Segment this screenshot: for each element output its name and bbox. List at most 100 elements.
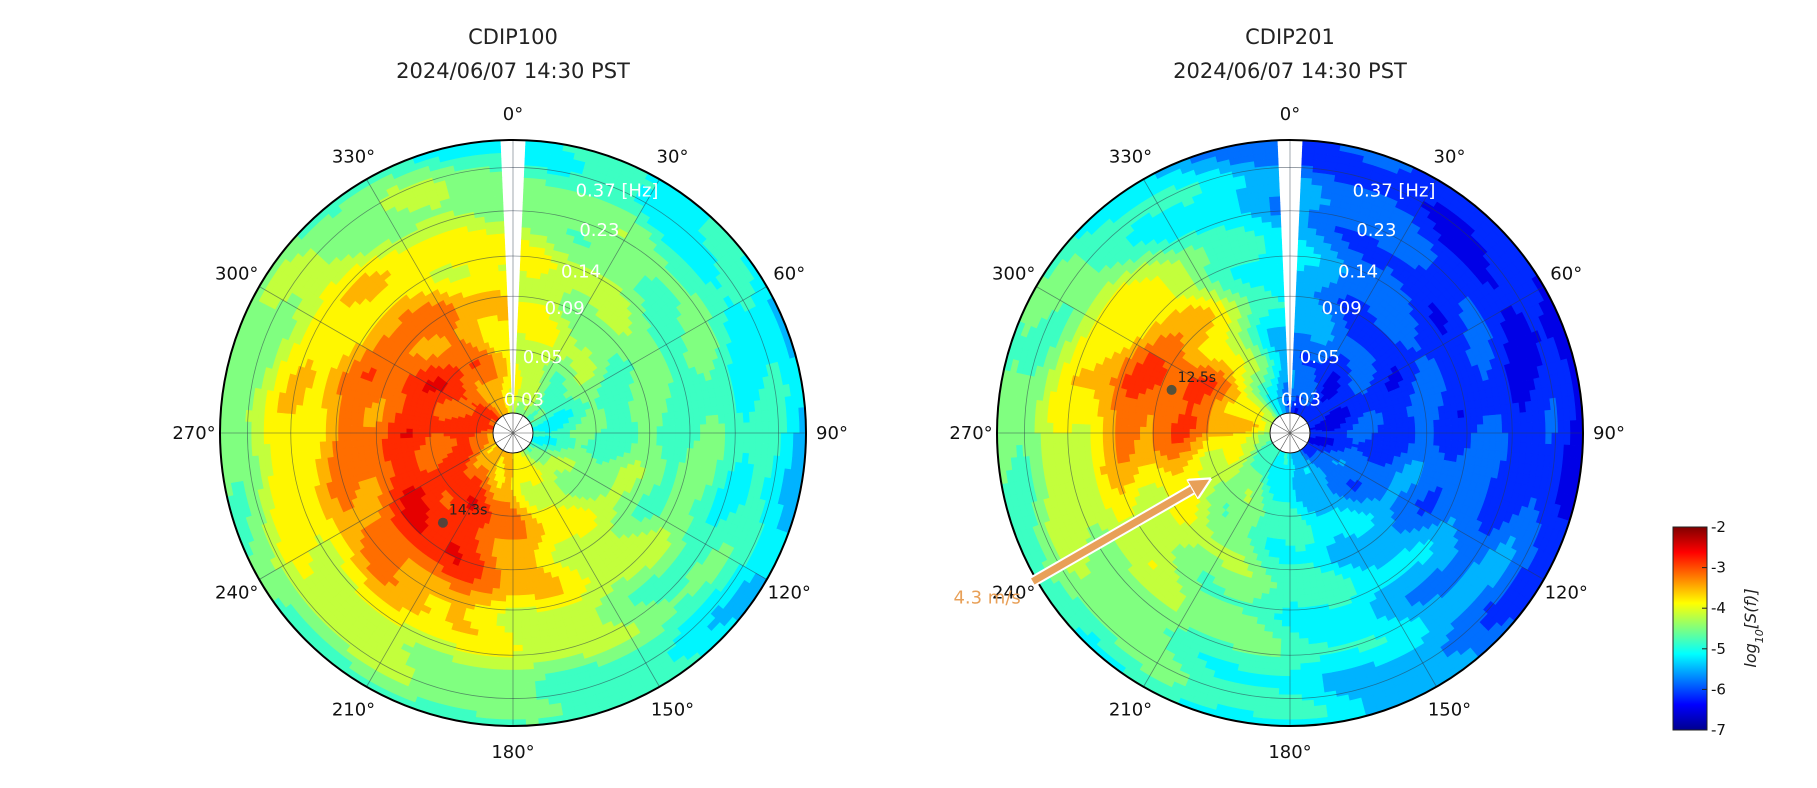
spectrum-cell (505, 595, 514, 603)
spectrum-cell (493, 569, 502, 577)
spectrum-cell (503, 632, 514, 640)
spectrum-cell (743, 432, 751, 444)
spectrum-cell (512, 489, 517, 497)
spectrum-cell (492, 662, 504, 671)
spectrum-cell (662, 439, 670, 447)
spectrum-cell (681, 432, 689, 441)
spectrum-cell (711, 414, 720, 425)
spectrum-cell (521, 631, 532, 640)
spectrum-cell (499, 282, 508, 290)
spectrum-cell (493, 214, 505, 222)
spectrum-cell (731, 422, 739, 434)
spectrum-cell (731, 432, 739, 444)
spectrum-cell (504, 613, 514, 621)
spectrum-cell (519, 594, 529, 603)
spectrum-cell (693, 416, 701, 426)
spectrum-cell (493, 282, 501, 291)
spectrum-cell (724, 413, 732, 425)
spectrum-cell (680, 447, 688, 457)
spectrum-cell (312, 415, 321, 425)
spectrum-cell (331, 416, 339, 426)
spectrum-cell (356, 412, 365, 421)
spectrum-cell (368, 438, 376, 446)
spectrum-cell (523, 189, 535, 198)
spectrum-cell (512, 644, 523, 652)
spectrum-cell (436, 432, 444, 437)
spectrum-cell (637, 438, 645, 445)
spectrum-cell (393, 432, 401, 439)
spectrum-cell (294, 413, 302, 425)
spectrum-cell (275, 432, 283, 444)
polar-panel-cdip100: CDIP100 2024/06/07 14:30 PST 0°30°60°90°… (172, 25, 848, 763)
spectrum-cell (661, 445, 670, 454)
spectrum-cell (668, 418, 676, 427)
spectrum-cell (343, 432, 351, 441)
spectrum-cell (519, 276, 527, 284)
spectrum-cell (600, 424, 608, 430)
spectrum-cell (525, 282, 533, 291)
spectrum-cell (497, 320, 505, 328)
spectrum-cell (606, 423, 614, 430)
spectrum-cell (430, 435, 438, 441)
spectrum-cell (493, 575, 501, 584)
spectrum-cell (507, 375, 512, 383)
spectrum-cell (638, 432, 645, 440)
spectrum-cell (656, 426, 664, 434)
spectrum-cell (524, 289, 533, 297)
spectrum-cell (281, 412, 290, 424)
spectrum-cell (306, 432, 314, 443)
spectrum-cell (656, 438, 664, 447)
spectrum-cell (502, 539, 509, 547)
spectrum-cell (661, 412, 670, 421)
spectrum-cell (492, 581, 501, 590)
spectrum-cell (512, 582, 521, 590)
spectrum-cell (524, 569, 533, 577)
spectrum-cell (637, 421, 645, 428)
spectrum-cell (508, 520, 514, 528)
spectrum-cell (693, 440, 701, 450)
spectrum-cell (495, 619, 506, 627)
spectrum-cell (312, 432, 320, 443)
spectrum-cell (512, 620, 522, 628)
spectrum-cell (508, 533, 514, 541)
spectrum-cell (520, 251, 530, 259)
spectrum-cell (488, 252, 499, 260)
spectrum-cell (381, 443, 389, 451)
spectrum-cell (399, 437, 407, 444)
spectrum-cell (667, 446, 676, 455)
spectrum-cell (582, 429, 590, 434)
spectrum-cell (332, 408, 340, 419)
spectrum-cell (399, 427, 407, 434)
spectrum-cell (504, 607, 514, 615)
spectrum-cell (362, 419, 370, 428)
spectrum-cell (631, 432, 639, 439)
spectrum-cell (494, 631, 505, 640)
spectrum-cell (526, 270, 535, 279)
spectrum-cell (588, 432, 596, 437)
spectrum-cell (356, 425, 364, 434)
spectrum-cell (300, 441, 308, 452)
spectrum-cell (489, 258, 499, 266)
spectrum-cell (503, 638, 514, 646)
spectrum-cell (522, 656, 534, 665)
spectrum-cell (350, 446, 359, 455)
spectrum-cell (512, 613, 522, 621)
spectrum-cell (674, 439, 683, 449)
spectrum-cell (520, 613, 530, 621)
spectrum-cell (412, 436, 420, 443)
spectrum-cell (319, 415, 327, 426)
spectrum-cell (387, 421, 395, 429)
spectrum-cell (393, 427, 401, 434)
spectrum-cell (294, 432, 302, 443)
spectrum-cell (705, 415, 714, 425)
spectrum-cell (518, 288, 526, 296)
spectrum-cell (306, 441, 315, 452)
spectrum-cell (669, 432, 677, 441)
spectrum-cell (493, 289, 502, 297)
spectrum-cell (381, 432, 388, 440)
spectrum-cell (493, 644, 505, 652)
spectrum-cell (518, 301, 525, 309)
spectrum-cell (281, 442, 290, 454)
spectrum-cell (331, 440, 339, 450)
